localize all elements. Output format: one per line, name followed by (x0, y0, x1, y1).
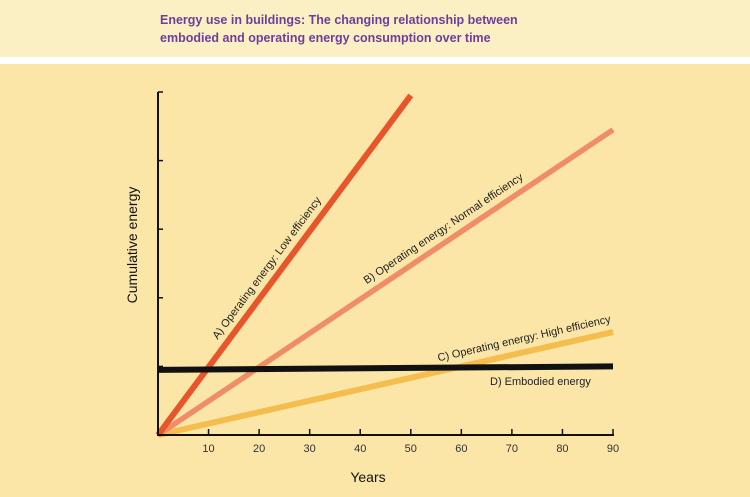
axes-layer (157, 91, 614, 436)
x-tick-label-40: 40 (354, 443, 366, 455)
series-b-normal-efficiency-line (156, 127, 615, 438)
x-tick-label-70: 70 (506, 443, 518, 455)
x-tick-label-20: 20 (253, 443, 265, 455)
chart-title-line-1: Energy use in buildings: The changing re… (160, 13, 518, 27)
series-d-embodied-energy-line (157, 363, 614, 373)
x-axis-title: Years (350, 469, 385, 485)
series-a-low-efficiency-line (155, 93, 414, 437)
x-tick-label-50: 50 (405, 443, 417, 455)
x-tick-label-30: 30 (304, 443, 316, 455)
x-tick-label-90: 90 (607, 443, 619, 455)
x-tick-label-80: 80 (556, 443, 568, 455)
series-layer (155, 93, 615, 438)
series-c-high-efficiency-line (157, 329, 614, 438)
series-label-d: D) Embodied energy (490, 376, 591, 388)
x-tick-label-60: 60 (455, 443, 467, 455)
plot-background (0, 64, 750, 497)
x-tick-label-10: 10 (202, 443, 214, 455)
y-axis-title: Cumulative energy (124, 187, 140, 304)
chart-title-line-2: embodied and operating energy consumptio… (160, 31, 491, 45)
title-band (0, 0, 750, 57)
